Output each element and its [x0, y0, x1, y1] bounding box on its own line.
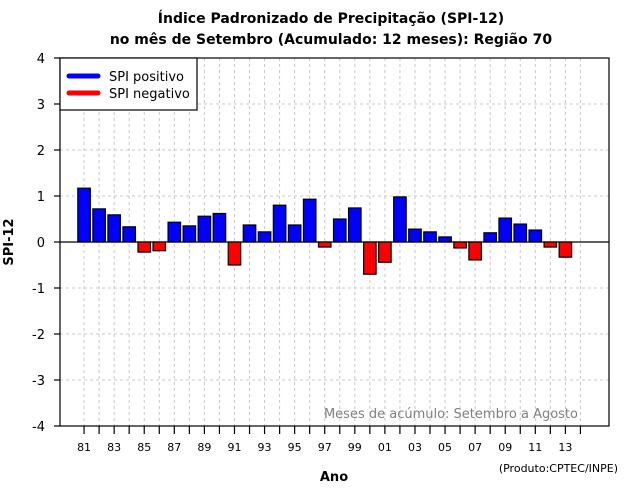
x-axis: 81 83 85 87 89 91 93 95 97 99 01 03 05 07 09 11 13 — [77, 426, 582, 454]
x-tick-label: 99 — [348, 441, 362, 454]
x-tick-label: 11 — [528, 441, 542, 454]
legend-label-negative: SPI negativo — [109, 87, 190, 102]
bar-1988 — [182, 225, 197, 243]
x-tick-label: 87 — [167, 441, 181, 454]
y-tick-label: 3 — [37, 98, 45, 113]
bar-2005 — [438, 236, 452, 243]
bar-2007 — [468, 241, 482, 261]
bar-1984 — [122, 226, 137, 243]
bar-1986 — [152, 241, 167, 252]
bar-1983 — [107, 214, 121, 243]
bar-2011 — [528, 229, 543, 243]
bar-1981 — [77, 187, 91, 243]
bar-1989 — [197, 215, 212, 243]
bar-1998 — [332, 218, 347, 243]
y-tick-label: 1 — [37, 190, 45, 205]
y-tick-label: -4 — [32, 420, 45, 435]
bar-1996 — [302, 198, 317, 243]
x-tick-label: 85 — [137, 441, 151, 454]
annotation-text: Meses de acúmulo: Setembro a Agosto — [324, 407, 578, 422]
x-tick-label: 05 — [438, 441, 452, 454]
bar-1999 — [347, 207, 362, 243]
bar-2000 — [362, 241, 377, 275]
x-tick-label: 93 — [258, 441, 272, 454]
bar-2002 — [393, 196, 407, 243]
bar-1987 — [167, 221, 182, 243]
chart-subtitle: no mês de Setembro (Acumulado: 12 meses)… — [110, 32, 553, 48]
x-tick-label: 09 — [498, 441, 512, 454]
x-tick-label: 13 — [558, 441, 572, 454]
bar-2009 — [498, 217, 513, 243]
bar-2010 — [513, 223, 528, 243]
y-tick-label: -2 — [32, 328, 45, 343]
bar-1993 — [257, 231, 272, 243]
bar-1990 — [212, 212, 227, 243]
bar-2001 — [378, 241, 392, 263]
bar-1995 — [287, 224, 302, 243]
x-tick-label: 81 — [77, 441, 91, 454]
x-tick-label: 07 — [468, 441, 482, 454]
x-tick-label: 89 — [197, 441, 211, 454]
bar-1992 — [242, 224, 257, 243]
bar-2004 — [423, 231, 437, 243]
legend-label-positive: SPI positivo — [109, 70, 184, 85]
chart-title: Índice Padronizado de Precipitação (SPI-… — [158, 10, 504, 27]
bar-2003 — [408, 228, 422, 243]
bar-1985 — [137, 241, 152, 253]
legend: SPI positivo SPI negativo — [59, 57, 198, 111]
bar-1994 — [272, 204, 287, 243]
bar-2008 — [483, 232, 498, 243]
bar-1997 — [317, 241, 332, 248]
bar-2006 — [453, 241, 467, 249]
y-tick-label: -3 — [32, 374, 45, 389]
x-tick-label: 03 — [408, 441, 422, 454]
x-axis-label: Ano — [320, 470, 348, 485]
y-axis-label: SPI-12 — [2, 218, 17, 265]
bar-1991 — [227, 241, 242, 266]
bars — [77, 187, 573, 275]
credit-text: (Produto:CPTEC/INPE) — [499, 462, 618, 475]
x-tick-label: 91 — [227, 441, 241, 454]
legend-box — [59, 57, 198, 111]
x-tick-label: 95 — [288, 441, 302, 454]
y-tick-label: 2 — [37, 144, 45, 159]
bar-2013 — [558, 241, 573, 258]
y-tick-label: 4 — [37, 52, 45, 67]
y-tick-label: 0 — [37, 236, 45, 251]
x-tick-label: 01 — [378, 441, 392, 454]
x-tick-label: 97 — [318, 441, 332, 454]
x-tick-label: 83 — [107, 441, 121, 454]
y-tick-label: -1 — [32, 282, 45, 297]
bar-2012 — [543, 241, 558, 248]
bar-1982 — [92, 208, 106, 243]
y-axis: -4 -3 -2 -1 0 1 2 3 4 — [32, 52, 60, 435]
